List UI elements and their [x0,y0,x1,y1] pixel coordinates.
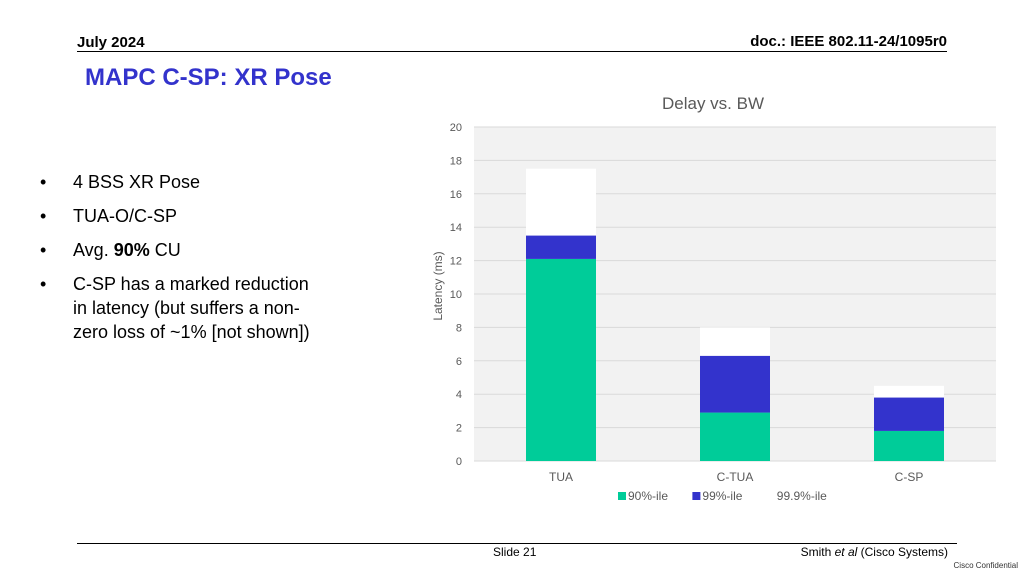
y-tick-label: 4 [456,389,462,401]
y-axis-label: Latency (ms) [431,251,445,320]
y-tick-label: 8 [456,322,462,334]
y-tick-label: 16 [450,189,462,201]
header-rule [77,51,947,52]
bar-segment [526,258,596,461]
header-doc-id: doc.: IEEE 802.11-24/1095r0 [750,33,947,50]
bar-segment [526,168,596,236]
bar-segment [874,385,944,398]
bullet-dot: • [40,240,47,260]
legend-swatch [766,492,775,500]
bar-segment [700,327,770,356]
bullet-list: • 4 BSS XR Pose • TUA-O/C-SP • Avg. 90% CU … [40,170,310,354]
delay-bw-chart: Delay vs. BW 0 2 4 6 8 10 12 14 16 18 20 Latency (ms… [431,94,996,503]
bullet-item: • TUA-O/C-SP [40,206,178,226]
bullet-dot: • [40,274,47,294]
footer-credit: Smith et al (Cisco Systems) [800,545,948,559]
x-tick-label: C-SP [895,470,924,484]
header-date: July 2024 [77,34,145,51]
bullet-item: • C-SP has a marked reduction in latency … [40,274,310,342]
legend-swatch [692,492,701,500]
legend-label: 99%-ile [702,489,742,503]
legend-swatch [618,492,626,500]
bar-segment [526,235,596,259]
slide-title: MAPC C-SP: XR Pose [85,64,332,91]
bullet-item: • 4 BSS XR Pose [40,172,201,192]
legend-label: 99.9%-ile [777,489,827,503]
y-tick-label: 0 [456,456,462,468]
footer-rule [77,543,957,544]
legend-label: 90%-ile [628,489,668,503]
slide-number: Slide 21 [493,545,537,559]
y-tick-label: 12 [450,256,462,268]
bullet-dot: • [40,172,47,192]
bullet-item: • Avg. 90% CU [40,240,181,260]
bar-segment [874,430,944,461]
x-tick-label: TUA [549,470,573,484]
bar-segment [700,412,770,461]
y-tick-label: 10 [450,289,462,301]
x-tick-label: C-TUA [717,470,754,484]
y-tick-label: 14 [450,222,462,234]
chart-title: Delay vs. BW [662,94,764,113]
y-tick-label: 18 [450,155,462,167]
y-tick-label: 20 [450,122,462,134]
y-tick-label: 6 [456,356,462,368]
confidential-label: Cisco Confidential [953,561,1018,570]
bar-segment [874,397,944,431]
bullet-dot: • [40,206,47,226]
y-tick-label: 2 [456,423,462,435]
bar-segment [700,355,770,413]
